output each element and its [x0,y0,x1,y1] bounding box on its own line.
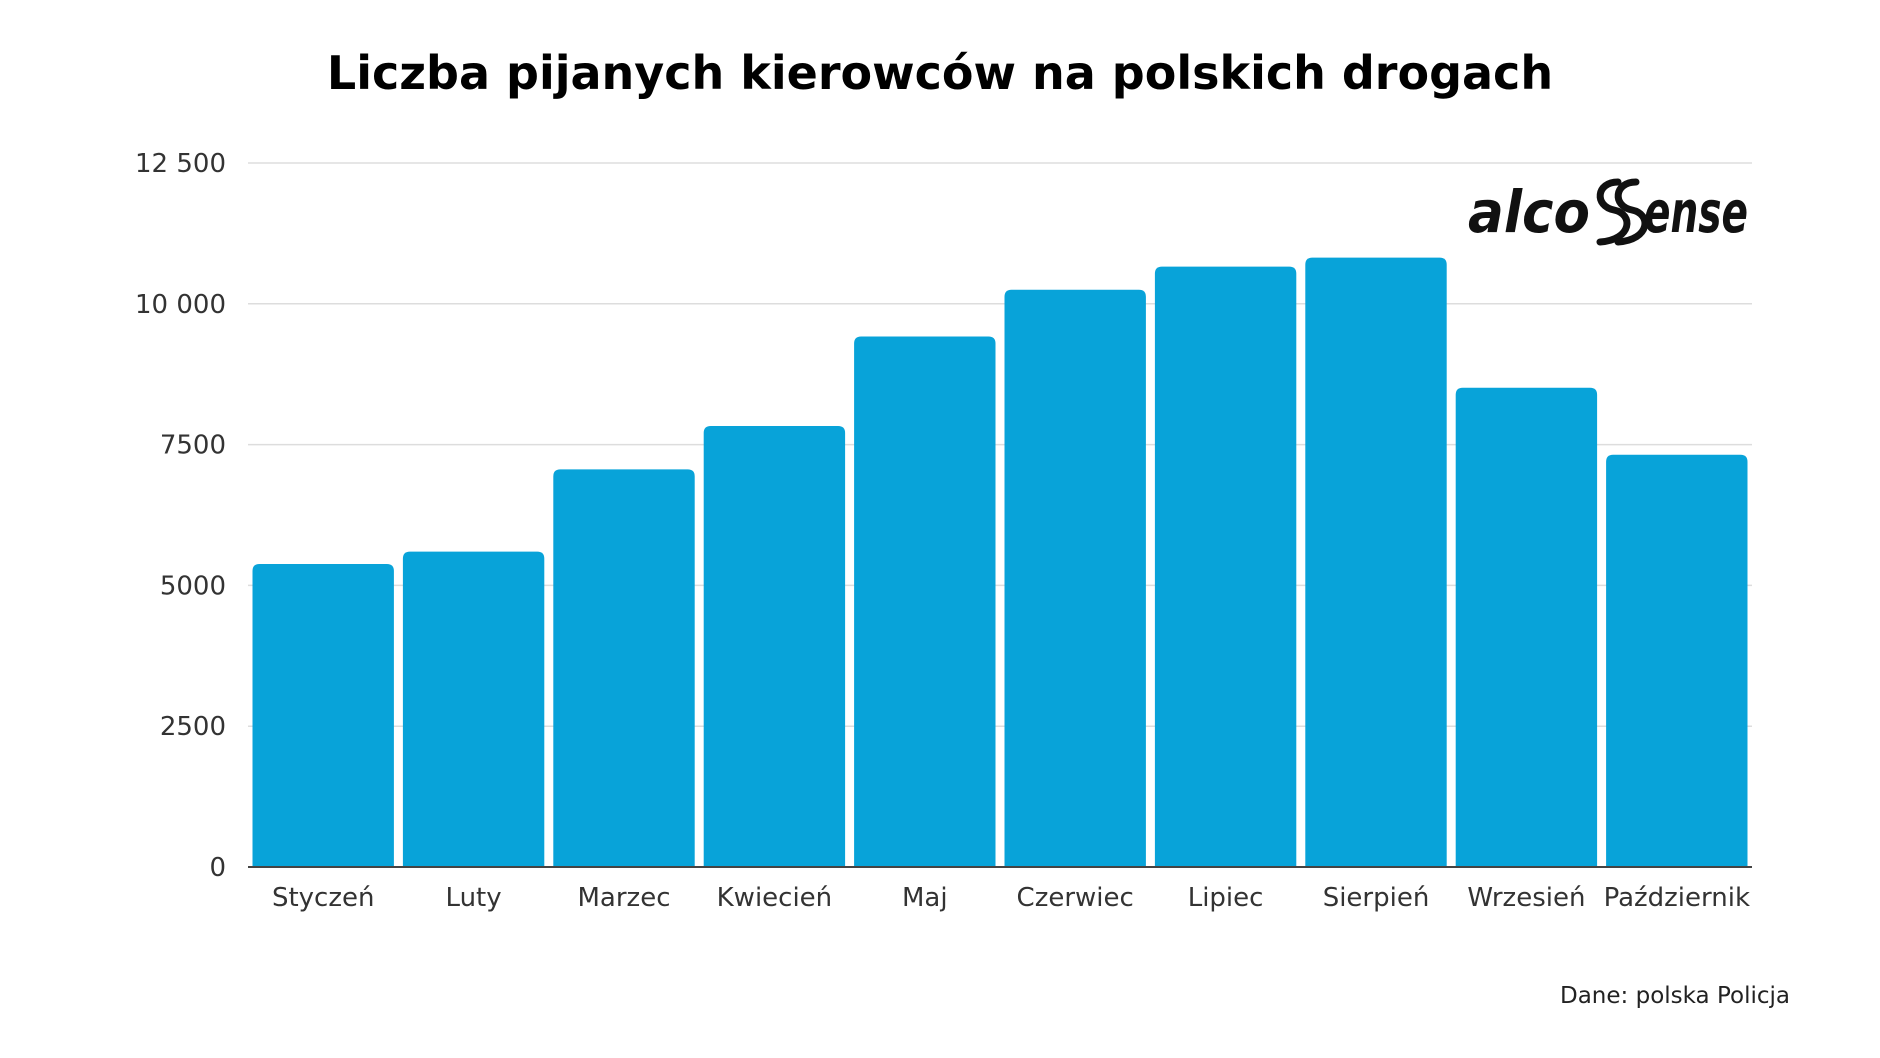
x-tick-label: Luty [446,883,502,913]
y-tick-label: 2500 [160,712,226,742]
bar-6 [1004,289,1146,868]
logo-text-ense: ense [1644,178,1748,246]
y-tick-label: 7500 [160,431,226,461]
x-tick-label: Październik [1604,883,1750,913]
bar-5 [854,336,996,868]
bars [252,257,1748,868]
bar-4 [703,426,846,867]
bar-8 [1305,257,1447,867]
y-tick-label: 5000 [160,571,226,601]
x-tick-label: Sierpień [1323,883,1430,913]
bar-9 [1455,387,1598,867]
bar-10 [1606,454,1748,867]
x-tick-label: Lipiec [1188,883,1264,913]
bar-7 [1154,266,1297,868]
x-tick-label: Styczeń [272,883,375,913]
source-note: Dane: polska Policja [1560,983,1790,1009]
x-tick-label: Maj [902,883,948,913]
bar-2 [402,551,545,867]
logo-text-alco: alco [1468,178,1590,246]
y-tick-label: 12 500 [135,149,226,179]
y-tick-labels: 0 2500 5000 7500 10 000 12 500 [135,149,226,883]
x-tick-label: Marzec [578,883,671,913]
chart-title: Liczba pijanych kierowców na polskich dr… [326,46,1554,100]
double-s-swoosh-icon [1596,178,1649,246]
bar-3 [553,469,695,867]
x-tick-labels: Styczeń Luty Marzec Kwiecień Maj Czerwiec Lipi… [272,883,1750,913]
x-tick-label: Kwiecień [717,883,833,913]
y-tick-label: 0 [209,853,226,883]
x-tick-label: Wrzesień [1467,883,1585,913]
alcosense-logo: alco ense [1468,178,1748,246]
x-tick-label: Czerwiec [1017,883,1134,913]
y-tick-label: 10 000 [135,290,226,320]
bar-1 [252,563,394,867]
